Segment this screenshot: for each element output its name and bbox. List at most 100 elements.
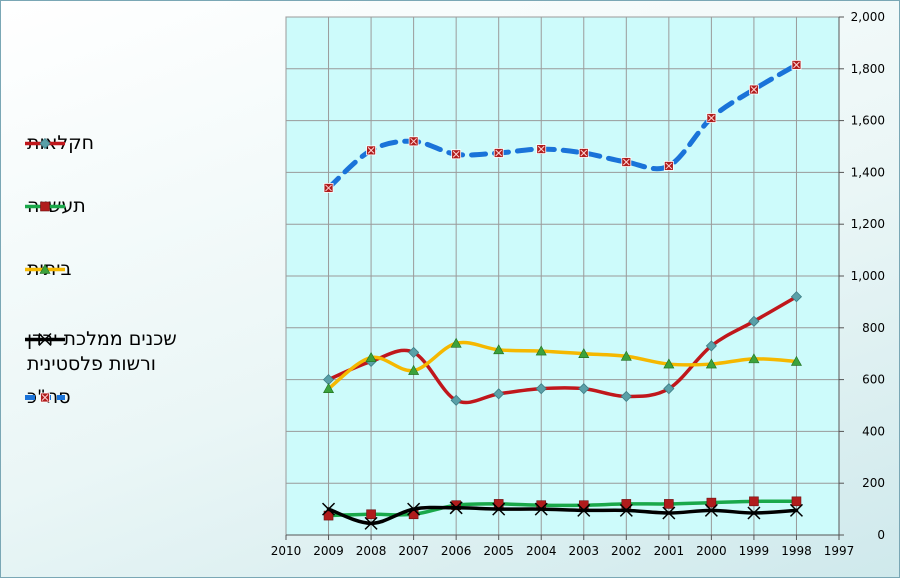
data-point [535,345,547,356]
x-tick-label: 1999 [739,544,770,558]
data-point [366,145,376,156]
legend-swatch [25,332,65,347]
data-point [619,503,633,517]
y-tick-label: 800 [862,321,885,335]
data-point [578,148,589,158]
data-point [705,358,717,369]
legend-swatch [25,137,65,150]
legend-item: שכנים ממלכת ירדן ורשות פלסטינית [23,327,177,377]
data-point [577,503,591,517]
data-point [450,337,462,348]
data-point [39,263,51,274]
series-line-3 [326,505,799,526]
data-point [791,496,802,507]
data-point [749,84,759,95]
x-tick-label: 2001 [654,544,685,558]
x-tick-label: 2008 [356,544,387,558]
data-point [323,383,335,393]
data-point [790,355,802,366]
x-tick-label: 2004 [526,544,557,558]
data-point [747,506,761,520]
legend-item: תעשייה [23,194,86,219]
data-point [621,157,632,167]
data-point [493,499,504,509]
data-point [38,332,52,347]
data-point [407,502,421,516]
data-point [664,499,674,509]
data-point [536,144,547,154]
data-point [578,348,590,359]
data-point [749,496,759,507]
y-tick-label: 1,400 [851,165,885,179]
y-tick-label: 1,800 [851,62,885,76]
x-tick-label: 2000 [696,544,727,558]
data-point [705,340,717,352]
y-tick-label: 200 [862,476,885,490]
data-point [365,351,377,362]
data-point [493,388,505,400]
data-point [662,506,676,520]
data-point [449,501,463,515]
data-point [535,383,547,395]
data-point [323,183,334,193]
data-point [322,502,336,516]
legend-swatch [25,392,65,403]
x-tick-label: 2007 [398,544,429,558]
data-point [323,510,334,521]
data-point [748,315,760,327]
y-tick-label: 1,000 [851,269,885,283]
data-point [408,364,420,375]
data-point [451,500,461,511]
legend-item: ביתית [23,257,71,282]
data-point [706,113,717,123]
data-point [663,383,675,395]
legend-swatch [25,263,65,274]
data-point [40,201,50,212]
data-point [789,503,803,517]
legend-label: שכנים ממלכת ירדן ורשות פלסטינית [27,328,177,375]
y-tick-label: 400 [862,424,885,438]
data-point [704,503,718,517]
data-point [663,161,674,171]
series-line-2 [326,340,799,391]
y-tick-label: 0 [877,528,885,542]
x-tick-label: 2010 [271,544,302,558]
data-point [663,358,675,369]
data-point [364,516,378,530]
y-tick-label: 2,000 [851,10,885,24]
data-point [748,353,760,364]
data-point [366,509,376,520]
data-point [40,392,50,403]
data-point [620,390,632,403]
data-point [39,137,51,150]
y-tick-label: 1,600 [851,114,885,128]
data-point [791,60,802,70]
y-tick-label: 600 [862,373,885,387]
x-tick-label: 2002 [611,544,642,558]
data-point [790,291,803,303]
x-tick-label: 2006 [441,544,472,558]
data-point [450,394,462,406]
legend-item: סה"כ [23,385,71,410]
data-point [492,502,506,516]
legend-swatch [25,201,65,212]
data-point [706,497,717,508]
x-tick-label: 1997 [824,544,855,558]
data-point [451,149,462,160]
data-point [621,499,632,509]
x-tick-label: 2005 [483,544,514,558]
y-tick-label: 1,200 [851,217,885,231]
data-point [578,500,589,511]
data-point [493,148,504,158]
legend-item: חקלאות [23,131,94,156]
x-tick-label: 2003 [568,544,599,558]
data-point [493,344,505,355]
data-point [620,350,632,361]
data-point [408,136,419,147]
x-tick-label: 1998 [781,544,812,558]
data-point [578,383,590,395]
data-point [534,502,548,516]
data-point [408,346,420,358]
